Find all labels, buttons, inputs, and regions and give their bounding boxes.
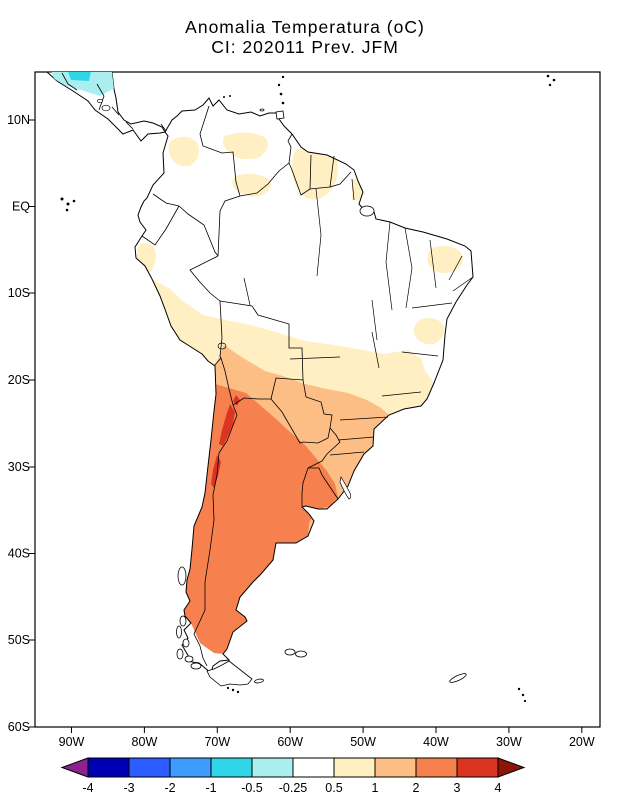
lon-label: 40W	[423, 735, 449, 749]
colorbar-segment	[169, 757, 212, 778]
galapagos-dot	[72, 199, 76, 203]
aruba-dot	[229, 95, 231, 97]
lat-label: 50S	[8, 633, 30, 647]
anomaly-patches-red	[211, 395, 240, 488]
south-america-coastline	[134, 97, 474, 674]
fjord-island	[176, 625, 182, 639]
lake-managua	[97, 98, 103, 104]
fjord-island	[184, 655, 194, 663]
falkland-east	[295, 650, 307, 658]
anomaly-region-salmon	[184, 384, 338, 654]
small-island-dots	[60, 74, 556, 703]
antilles-dot	[279, 92, 283, 96]
fjord-island	[182, 638, 190, 648]
antilles-dot	[277, 83, 281, 87]
central-america-anomaly-fills	[50, 72, 115, 96]
antilles-dot	[281, 101, 285, 105]
colorbar-segment	[251, 757, 294, 778]
axis-ticks	[29, 119, 583, 733]
colorbar-segment	[456, 757, 499, 778]
cape-verde-dot	[546, 74, 550, 78]
lake-nicaragua	[101, 104, 111, 112]
curacao-dot	[223, 96, 225, 98]
chart-title: Anomalia Temperatura (oC)	[185, 17, 425, 37]
colorbar-segment	[87, 757, 130, 778]
anomaly-region-pale-cyan	[50, 72, 115, 96]
lon-label: 30W	[496, 735, 522, 749]
south-sandwich-dot	[517, 687, 521, 691]
colorbar-segment	[333, 757, 376, 778]
lon-axis: 90W 80W 70W 60W 50W 40W 30W 20W	[59, 735, 595, 749]
falkland-west	[284, 648, 296, 656]
lon-label: 80W	[132, 735, 158, 749]
colorbar-segment	[292, 757, 335, 778]
lat-axis: 10N EQ 10S 20S 30S 40S 50S 60S	[7, 113, 30, 734]
chiloe-island	[177, 566, 187, 586]
colorbar-tick-label: -2	[164, 781, 175, 795]
chart-subtitle: CI: 202011 Prev. JFM	[211, 37, 399, 57]
colorbar-arrow-right	[497, 757, 526, 778]
south-sandwich-dot	[523, 699, 527, 703]
colorbar-tick-label: 0.5	[325, 781, 342, 795]
colorbar-tick-label: 2	[413, 781, 420, 795]
lat-label: 10S	[8, 286, 30, 300]
colorbar-tick-label: 4	[495, 781, 502, 795]
lon-label: 60W	[277, 735, 303, 749]
isla-de-los-estados	[254, 678, 264, 684]
trinidad-island	[275, 110, 285, 120]
lake-titicaca	[217, 342, 227, 350]
south-sandwich-dot	[521, 693, 525, 697]
state-borders	[243, 178, 474, 456]
lat-label: 40S	[8, 547, 30, 561]
antilles-dot	[281, 75, 285, 79]
galapagos-dot	[65, 208, 69, 212]
lon-label: 20W	[569, 735, 595, 749]
lat-label: 60S	[8, 720, 30, 734]
colorbar-tick-label: -4	[82, 781, 93, 795]
colorbar-segment	[128, 757, 171, 778]
tierra-del-fuego-island	[206, 660, 253, 687]
colorbar-segment	[374, 757, 417, 778]
islands	[176, 108, 467, 687]
cape-verde-dot	[548, 83, 552, 87]
south-georgia-island	[449, 673, 467, 683]
colorbar-legend: -4 -3 -2 -1 -0.5 -0.25 0.5 1 2 3 4	[60, 757, 526, 795]
cape-horn-dot	[236, 690, 240, 694]
lat-label: 20S	[8, 373, 30, 387]
galapagos-dot	[60, 197, 64, 201]
colorbar-tick-label: -0.25	[279, 781, 308, 795]
marajo-island	[359, 205, 375, 217]
lat-label: EQ	[12, 200, 30, 214]
country-borders	[141, 105, 352, 684]
anomaly-region-cyan	[66, 72, 92, 81]
colorbar-tick-label: -3	[123, 781, 134, 795]
colorbar-tick-label: 1	[372, 781, 379, 795]
colorbar-arrow-left	[60, 757, 89, 778]
lon-label: 50W	[350, 735, 376, 749]
colorbar-tick-label: -1	[205, 781, 216, 795]
lon-label: 90W	[59, 735, 85, 749]
lat-label: 10N	[7, 113, 30, 127]
lat-label: 30S	[8, 460, 30, 474]
lagoa-dos-patos	[339, 476, 352, 500]
fjord-island	[179, 615, 187, 627]
cape-verde-dot	[552, 78, 556, 82]
margarita-island	[259, 108, 265, 112]
colorbar-tick-label: -0.5	[241, 781, 263, 795]
map-area	[46, 72, 556, 703]
galapagos-dot	[66, 202, 70, 206]
fjord-island	[176, 648, 184, 660]
cape-horn-dot	[231, 688, 235, 692]
colorbar-segment	[210, 757, 253, 778]
colorbar-segment	[415, 757, 458, 778]
colorbar-tick-label: 3	[454, 781, 461, 795]
lon-label: 70W	[204, 735, 230, 749]
cape-horn-dot	[226, 686, 230, 690]
central-america-borders	[61, 72, 167, 132]
fjord-island	[190, 662, 202, 670]
